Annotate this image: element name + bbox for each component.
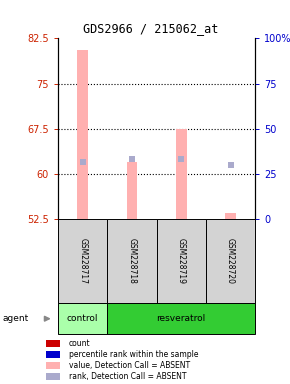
Text: GSM228719: GSM228719 — [177, 238, 186, 284]
Bar — [107, 303, 255, 334]
Text: resveratrol: resveratrol — [157, 314, 206, 323]
Text: GSM228717: GSM228717 — [78, 238, 87, 284]
Bar — [107, 219, 157, 303]
Text: percentile rank within the sample: percentile rank within the sample — [69, 350, 198, 359]
Text: value, Detection Call = ABSENT: value, Detection Call = ABSENT — [69, 361, 190, 370]
Bar — [46, 373, 60, 380]
Text: count: count — [69, 339, 90, 348]
Bar — [77, 50, 88, 219]
Text: GSM228718: GSM228718 — [127, 238, 137, 284]
Bar — [58, 219, 107, 303]
Bar — [157, 219, 206, 303]
Text: rank, Detection Call = ABSENT: rank, Detection Call = ABSENT — [69, 372, 186, 381]
Bar — [46, 351, 60, 358]
Bar — [46, 340, 60, 347]
Text: control: control — [67, 314, 98, 323]
Bar — [46, 362, 60, 369]
Bar — [225, 213, 236, 219]
Bar — [176, 129, 187, 219]
Bar — [126, 162, 137, 219]
Text: agent: agent — [3, 314, 29, 323]
Bar — [58, 303, 107, 334]
Bar — [206, 219, 255, 303]
Text: GSM228720: GSM228720 — [226, 238, 235, 284]
Text: GDS2966 / 215062_at: GDS2966 / 215062_at — [83, 22, 218, 35]
